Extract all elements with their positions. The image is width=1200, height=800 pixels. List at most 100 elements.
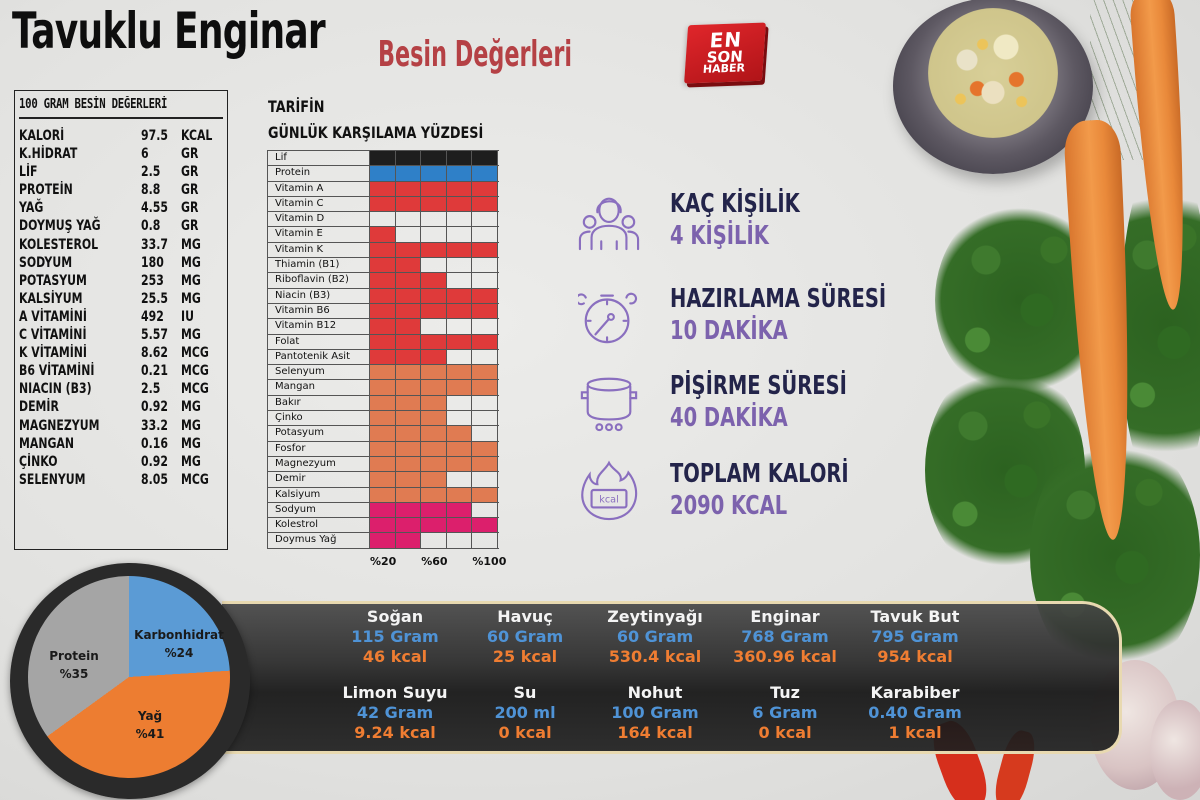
nutrition-row: PROTEİN 8.8 GR [19,181,223,199]
grid-row: Niacin (B3) [267,288,499,304]
grid-cell [472,334,498,349]
nutrition-row: K.HİDRAT 6 GR [19,145,223,163]
grid-row-label: Bakır [267,395,370,411]
nutrition-value: 0.92 [141,453,168,470]
nutrition-value: 6 [141,146,149,163]
nutrition-unit: MG [181,290,201,307]
nutrition-row: MANGAN 0.16 MG [19,435,223,453]
grid-cell [370,472,396,487]
svg-text:kcal: kcal [599,495,619,506]
nutrition-name: DOYMUŞ YAĞ [19,218,101,235]
nutrition-value: 8.05 [141,471,168,488]
grid-cell [421,426,447,441]
grid-cell [447,395,473,411]
nutrition-value: 253 [141,272,164,289]
nutrition-name: C VİTAMİNİ [19,327,87,344]
grid-cell [421,518,447,533]
nutrition-name: PROTEİN [19,182,73,199]
ingredient-name: Nohut [627,683,683,702]
grid-cell [370,395,396,411]
nutrition-value: 0.8 [141,218,161,235]
grid-row-label: Kolestrol [267,518,370,533]
grid-cell [395,426,422,441]
nutrition-name: MANGAN [19,435,75,452]
axis-tick: %20 [370,555,397,568]
grid-row-label: Lif [267,151,370,166]
grid-row: Folat [267,334,499,350]
grid-cell [395,518,422,533]
nutrition-row: LİF 2.5 GR [19,163,223,181]
grid-cell [370,242,396,258]
grid-row-label: Vitamin C [267,196,370,212]
grid-row-label: Niacin (B3) [267,288,370,303]
info-value: 2090 KCAL [670,491,788,521]
grid-cell [421,334,447,349]
ensonhaber-logo[interactable]: EN SON HABER [684,22,766,84]
kcal-flame-icon: kcal [581,460,638,521]
ingredient-amount: 42 Gram [356,703,434,722]
grid-cell [421,411,447,426]
pie-label-carbs: Karbonhidrat %24 [134,628,224,660]
grid-row: Vitamin B12 [267,319,499,335]
axis-tick: %60 [421,555,448,568]
nutrition-unit: GR [181,146,199,163]
ingredient-item: Enginar 768 Gram 360.96 kcal [720,607,850,667]
grid-cell [472,411,498,426]
grid-cell [421,395,447,411]
grid-title: TARİFİN GÜNLÜK KARŞILAMA YÜZDESİ [268,94,483,146]
nutrition-unit: GR [181,164,199,181]
axis-tick [396,555,422,571]
nutrition-row: KALSİYUM 25.5 MG [19,290,223,308]
ingredient-kcal: 530.4 kcal [608,647,702,666]
ingredients-list: Soğan 115 Gram 46 kcal Havuç 60 Gram 25 kcal Z… [330,607,1030,743]
grid-row-label: Vitamin B6 [267,303,370,319]
grid-cell [472,181,498,196]
grid-row: Fosfor [267,441,499,457]
nutrition-name: KALORİ [19,128,65,144]
nutrition-name: SELENYUM [19,471,86,488]
grid-cell [447,411,473,426]
nutrition-value: 5.57 [141,327,168,344]
grid-cell [370,334,396,349]
grid-cell [472,426,498,441]
ingredient-item: Su 200 ml 0 kcal [460,683,590,743]
grid-title-line-2: GÜNLÜK KARŞILAMA YÜZDESİ [268,123,484,142]
grid-cell [447,319,473,334]
ingredient-item: Zeytinyağı 60 Gram 530.4 kcal [590,607,720,667]
grid-row-label: Potasyum [267,426,370,441]
grid-row-label: Doymus Yağ [267,533,370,548]
grid-row: Magnezyum [267,456,499,473]
grid-cell [370,258,396,273]
grid-row-label: Mangan [267,380,370,395]
nutrition-unit: MG [181,236,201,253]
info-prep-time: HAZIRLAMA SÜRESİ 10 DAKİKA [578,283,958,347]
nutrition-value: 97.5 [141,128,168,144]
nutrition-value: 0.21 [141,363,168,380]
nutrition-value: 33.2 [141,417,168,434]
nutrition-name: POTASYUM [19,272,87,289]
nutrition-row: YAĞ 4.55 GR [19,199,223,217]
info-label: TOPLAM KALORİ [670,459,849,489]
info-value: 10 DAKİKA [670,316,788,346]
cooking-pot-icon [580,377,638,432]
nutrition-value: 8.8 [141,182,161,199]
ingredient-kcal: 9.24 kcal [354,723,436,742]
grid-row-label: Demir [267,472,370,487]
grid-cell [421,319,447,334]
grid-row-label: Pantotenik Asit [267,349,370,365]
grid-row: Mangan [267,380,499,396]
nutrition-name: K VİTAMİNİ [19,345,87,362]
nutrition-value: 25.5 [141,290,168,307]
grid-cell [395,319,422,334]
ingredient-item: Nohut 100 Gram 164 kcal [590,683,720,743]
nutrition-name: B6 VİTAMİNİ [19,363,95,380]
grid-cell [447,273,473,288]
info-servings: KAÇ KİŞİLİK 4 KİŞİLİK [578,188,843,252]
grid-cell [395,456,422,472]
grid-cell [446,166,473,181]
ingredient-name: Tuz [770,683,800,702]
grid-cell [472,518,498,533]
grid-cell [472,441,498,456]
info-label: HAZIRLAMA SÜRESİ [670,284,887,314]
grid-cell [472,395,498,411]
